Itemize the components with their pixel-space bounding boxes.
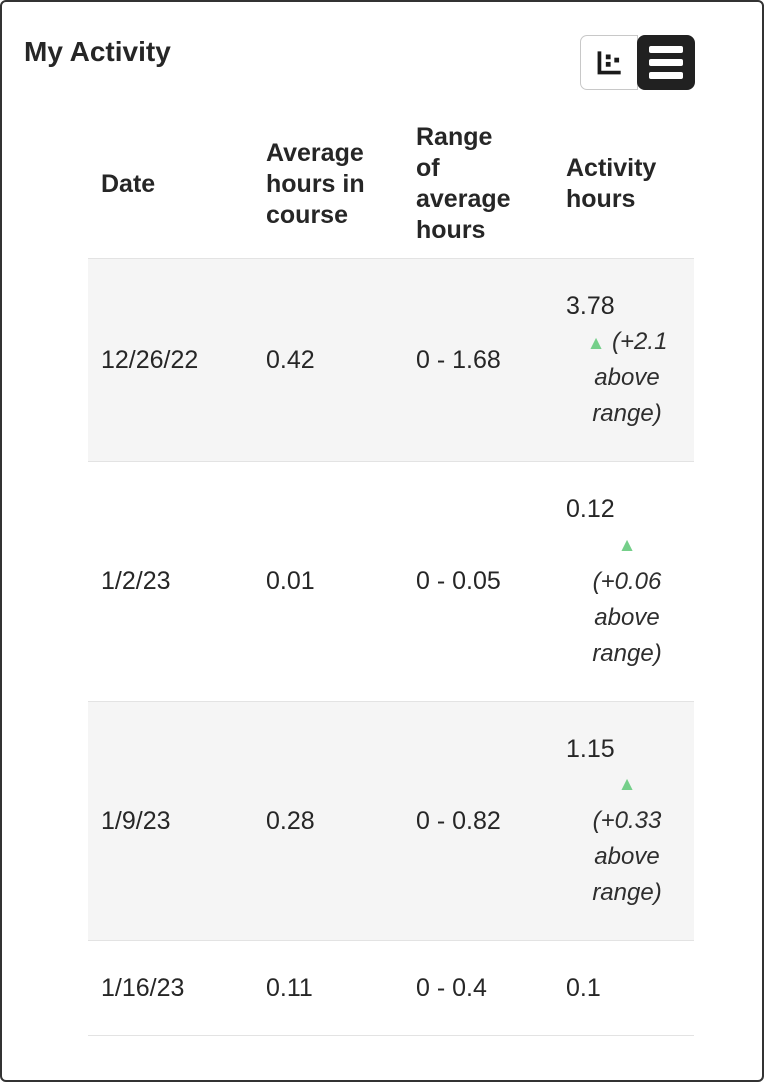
- date-cell: 12/26/22: [101, 346, 199, 374]
- date-cell: 1/9/23: [101, 806, 171, 835]
- activity-value: 1.15: [566, 734, 615, 763]
- scatter-chart-icon: [597, 50, 621, 74]
- activity-hours-cell: 1.15 ▲ (+0.33 above range): [553, 701, 694, 940]
- trend-up-icon: ▲: [617, 534, 637, 556]
- table-row: 1/2/23 0.01 0 - 0.05 0.12 ▲ (+0.06 above rang…: [88, 461, 694, 701]
- table-row: 1/9/23 0.28 0 - 0.82 1.15 ▲ (+0.33 above rang…: [88, 701, 694, 941]
- date-cell: 1/2/23: [101, 567, 171, 596]
- range-cell: 0 - 0.05: [416, 567, 501, 596]
- delta-note: ▲ (+0.06 above range): [566, 528, 688, 672]
- average-hours-cell: 0.11: [266, 973, 313, 1002]
- column-header-activity-hours: Activity hours: [566, 154, 657, 213]
- delta-text: (+2.1 above range): [592, 328, 668, 428]
- trend-up-icon: ▲: [586, 333, 606, 355]
- activity-table-body: 12/26/22 0.42 0 - 1.68 3.78 ▲ (+2.1 above ra…: [88, 258, 694, 1036]
- chart-view-button[interactable]: [580, 35, 638, 90]
- header-row: Date Average hours in course Range of av…: [88, 110, 694, 259]
- view-toggle: [580, 35, 695, 90]
- activity-hours-cell: 0.12 ▲ (+0.06 above range): [553, 462, 694, 701]
- activity-table-head: Date Average hours in course Range of av…: [88, 110, 694, 259]
- delta-text: (+0.06 above range): [592, 567, 662, 667]
- activity-hours-cell: 3.78 ▲ (+2.1 above range): [553, 259, 694, 462]
- activity-value: 3.78: [566, 292, 615, 320]
- range-cell: 0 - 1.68: [416, 346, 501, 374]
- page-title: My Activity: [24, 36, 171, 67]
- table-row: 12/26/22 0.42 0 - 1.68 3.78 ▲ (+2.1 above ra…: [88, 258, 694, 462]
- delta-note: ▲ (+2.1 above range): [566, 324, 688, 432]
- table-view-button[interactable]: [637, 35, 695, 90]
- column-header-date: Date: [101, 169, 156, 198]
- delta-note: ▲ (+0.33 above range): [566, 767, 688, 911]
- activity-table: Date Average hours in course Range of av…: [88, 110, 694, 1036]
- trend-up-icon: ▲: [617, 773, 637, 795]
- column-header-average-hours: Average hours in course: [266, 138, 365, 229]
- table-row: 1/16/23 0.11 0 - 0.4 0.1: [88, 940, 694, 1036]
- range-cell: 0 - 0.4: [416, 973, 487, 1002]
- range-cell: 0 - 0.82: [416, 806, 501, 835]
- average-hours-cell: 0.42: [266, 346, 315, 374]
- average-hours-cell: 0.28: [266, 806, 315, 835]
- delta-text: (+0.33 above range): [592, 806, 662, 906]
- hamburger-icon: [649, 43, 683, 82]
- panel-header: My Activity: [2, 2, 762, 90]
- column-header-range: Range of average hours: [416, 123, 511, 244]
- average-hours-cell: 0.01: [266, 567, 315, 596]
- activity-hours-cell: 0.1: [553, 940, 694, 1035]
- activity-value: 0.12: [566, 495, 615, 524]
- date-cell: 1/16/23: [101, 973, 185, 1002]
- activity-value: 0.1: [566, 973, 601, 1002]
